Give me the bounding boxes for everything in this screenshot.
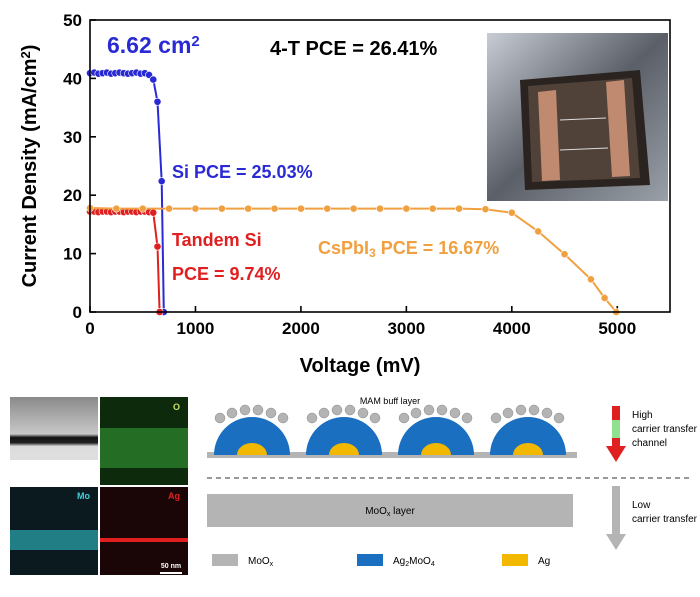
x-tick-label: 4000 [493, 319, 531, 338]
schematic-label: carrier transfer [632, 424, 698, 435]
legend-swatch [212, 554, 238, 566]
legend-swatch [357, 554, 383, 566]
y-tick-label: 10 [63, 245, 82, 264]
legend-label-part: MoO [248, 556, 270, 567]
data-point [481, 205, 490, 214]
layer-label: MoOx layer [365, 506, 415, 518]
annotation-part: Tandem Si [172, 230, 262, 250]
legend-label-part: 4 [431, 561, 435, 568]
x-tick-label: 0 [85, 319, 94, 338]
legend-label-part: MoO [409, 556, 431, 567]
data-point [191, 204, 200, 213]
data-point [270, 204, 279, 213]
legend-swatch [502, 554, 528, 566]
data-point [153, 97, 162, 106]
annotation-part: PCE = 9.74% [172, 264, 281, 284]
data-point [244, 204, 253, 213]
legend-label: Ag2MoO4 [393, 556, 435, 568]
data-point [149, 75, 158, 84]
data-point [157, 177, 166, 186]
series-line [89, 71, 165, 313]
y-tick-label: 50 [63, 11, 82, 30]
data-point [112, 204, 121, 213]
data-point [455, 204, 463, 213]
annotation-part: CsPbI [318, 238, 369, 258]
x-tick-label: 3000 [387, 319, 425, 338]
annotation: 4-T PCE = 26.41% [270, 38, 438, 60]
legend-label-part: 2 [405, 561, 409, 568]
x-tick-label: 1000 [177, 319, 215, 338]
x-tick-label: 2000 [282, 319, 320, 338]
data-point [165, 204, 173, 213]
y-tick-label: 20 [63, 186, 82, 205]
annotation: CsPbI3 PCE = 16.67% [318, 238, 499, 260]
series-line [90, 210, 161, 313]
legend-label-part: x [270, 561, 274, 568]
schematic-label: MAM buff layer [360, 396, 420, 406]
schematic-label: High [632, 410, 653, 421]
x-axis-label: Voltage (mV) [300, 355, 421, 377]
annotation-part: PCE = 16.67% [376, 238, 500, 258]
micrograph-label: Mo [77, 491, 90, 501]
data-point [560, 250, 569, 259]
data-point [376, 204, 384, 213]
annotation: PCE = 9.74% [172, 264, 281, 284]
y-axis-label-part: ) [19, 45, 41, 52]
y-tick-label: 30 [63, 128, 82, 147]
data-point [349, 204, 358, 213]
y-axis-label-part: 2 [18, 51, 33, 58]
data-point [428, 204, 437, 213]
annotation-part: 2 [191, 33, 199, 50]
data-point [534, 227, 543, 236]
data-point [297, 204, 305, 213]
legend-label: Ag [538, 556, 550, 567]
data-point [507, 208, 516, 217]
legend-label: MoOx [248, 556, 274, 568]
micrographs [10, 397, 188, 575]
y-tick-label: 0 [73, 303, 82, 322]
series-line [89, 207, 617, 313]
annotation-part: 6.62 cm [107, 32, 191, 58]
data-point [402, 204, 411, 213]
plot-frame [89, 19, 671, 313]
schematic [207, 404, 690, 550]
layer-label-part: MoO [365, 506, 387, 517]
schematic-label: Low [632, 500, 651, 511]
schematic-label: channel [632, 438, 667, 449]
data-point [153, 242, 162, 251]
data-point [600, 294, 609, 302]
layer-label-part: x [387, 511, 391, 518]
legend-label-part: Ag [538, 556, 550, 567]
data-point [138, 204, 147, 213]
annotation: Si PCE = 25.03% [172, 162, 313, 182]
x-tick-label: 5000 [598, 319, 636, 338]
y-axis-label-part: Current Density (mA/cm [19, 58, 41, 287]
micrograph-label: Ag [168, 491, 180, 501]
device-photo [487, 33, 668, 201]
data-point [217, 204, 226, 213]
data-point [323, 204, 332, 213]
annotation-part: Si PCE = 25.03% [172, 162, 313, 182]
annotation: Tandem Si [172, 230, 262, 250]
annotation: 6.62 cm2 [107, 32, 200, 58]
legend-label-part: Ag [393, 556, 405, 567]
data-point [149, 208, 158, 217]
y-axis-label: Current Density (mA/cm2) [18, 45, 41, 288]
annotation-part: 3 [369, 246, 376, 260]
y-tick-label: 40 [63, 69, 82, 88]
micrograph-label: O [173, 402, 180, 412]
schematic-label: carrier transfer [632, 514, 698, 525]
annotation-part: 4-T PCE = 26.41% [270, 38, 438, 60]
data-point [587, 275, 595, 284]
layer-label-part: layer [390, 506, 415, 517]
scale-bar-label: 50 nm [161, 563, 181, 570]
